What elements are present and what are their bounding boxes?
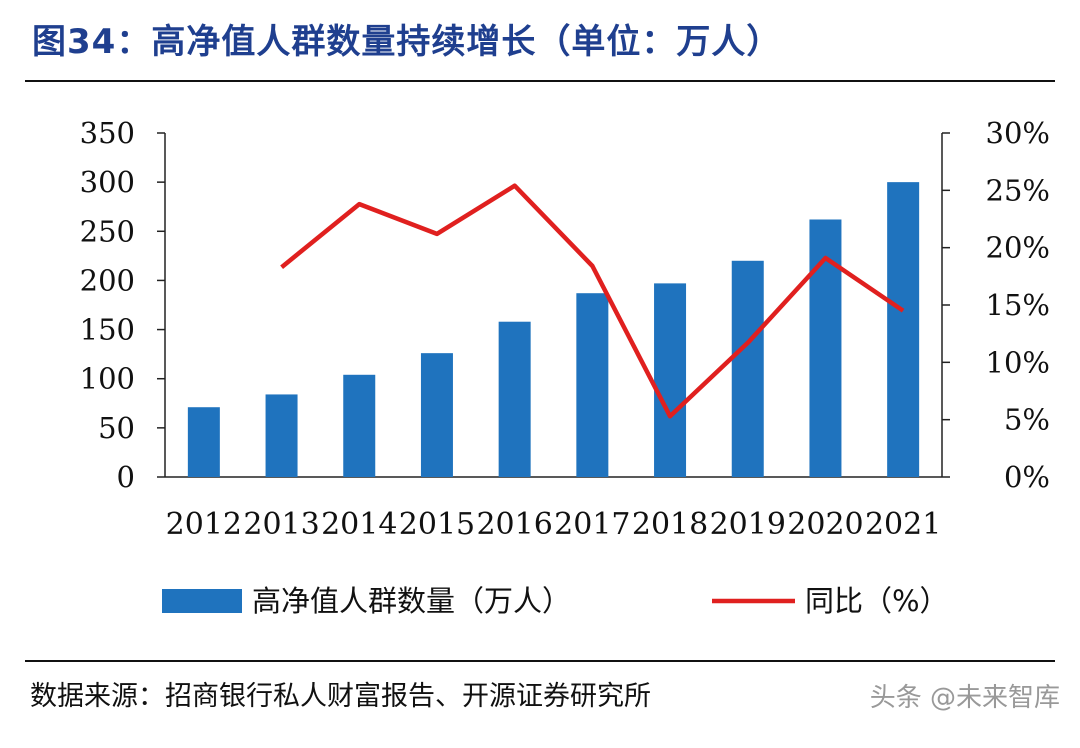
left-axis-tick-label: 350 (80, 116, 135, 150)
x-axis-tick-label: 2013 (243, 507, 319, 542)
right-axis-tick-label: 0% (1004, 460, 1050, 494)
x-axis-tick-label: 2020 (787, 507, 863, 542)
x-axis-tick-label: 2019 (710, 507, 786, 542)
right-axis-tick-label: 25% (986, 173, 1050, 207)
data-source-note: 数据来源：招商银行私人财富报告、开源证券研究所 (30, 681, 651, 712)
legend-bar-swatch (162, 589, 242, 613)
bottom-divider (25, 660, 1055, 662)
x-axis-tick-label: 2017 (554, 507, 630, 542)
bar-2012 (187, 407, 220, 477)
left-axis-tick-label: 250 (80, 214, 135, 248)
watermark: 头条 @未来智库 (869, 683, 1060, 713)
x-axis-tick-label: 2014 (321, 507, 397, 542)
bar-2018 (654, 283, 687, 477)
left-axis-tick-label: 50 (98, 411, 135, 445)
left-axis-tick-label: 200 (80, 263, 135, 297)
right-axis-tick-label: 5% (1004, 403, 1050, 437)
left-axis-tick-label: 300 (80, 165, 135, 199)
chart-title: 图34：高净值人群数量持续增长（单位：万人） (32, 22, 782, 62)
legend-bar-label: 高净值人群数量（万人） (252, 584, 571, 618)
bar-2014 (343, 374, 376, 477)
combo-chart: 0 50 100 150 200 250 300 350 0% 5% 10% 15% 20% 25% 30%… (80, 116, 1050, 618)
left-axis-tick-label: 0 (117, 460, 135, 494)
bar-2016 (498, 321, 531, 477)
bar-2017 (576, 293, 609, 477)
right-axis-tick-label: 10% (986, 345, 1050, 379)
right-axis-tick-label: 30% (986, 116, 1050, 150)
bar-2019 (731, 260, 764, 477)
bar-2013 (265, 394, 298, 477)
bar-2020 (809, 219, 842, 477)
x-axis-tick-label: 2016 (476, 507, 552, 542)
top-divider (25, 80, 1055, 82)
left-axis-tick-label: 150 (80, 313, 135, 347)
x-axis-tick-label: 2012 (166, 507, 242, 542)
left-axis-tick-label: 100 (80, 362, 135, 396)
right-axis-tick-label: 20% (986, 231, 1050, 265)
bar-2015 (420, 353, 453, 477)
x-axis-tick-label: 2018 (632, 507, 708, 542)
x-axis-tick-label: 2015 (399, 507, 475, 542)
x-axis-tick-label: 2021 (865, 507, 941, 542)
right-axis-tick-label: 15% (986, 288, 1050, 322)
bar-2021 (887, 182, 920, 477)
legend-line-label: 同比（%） (805, 584, 949, 618)
